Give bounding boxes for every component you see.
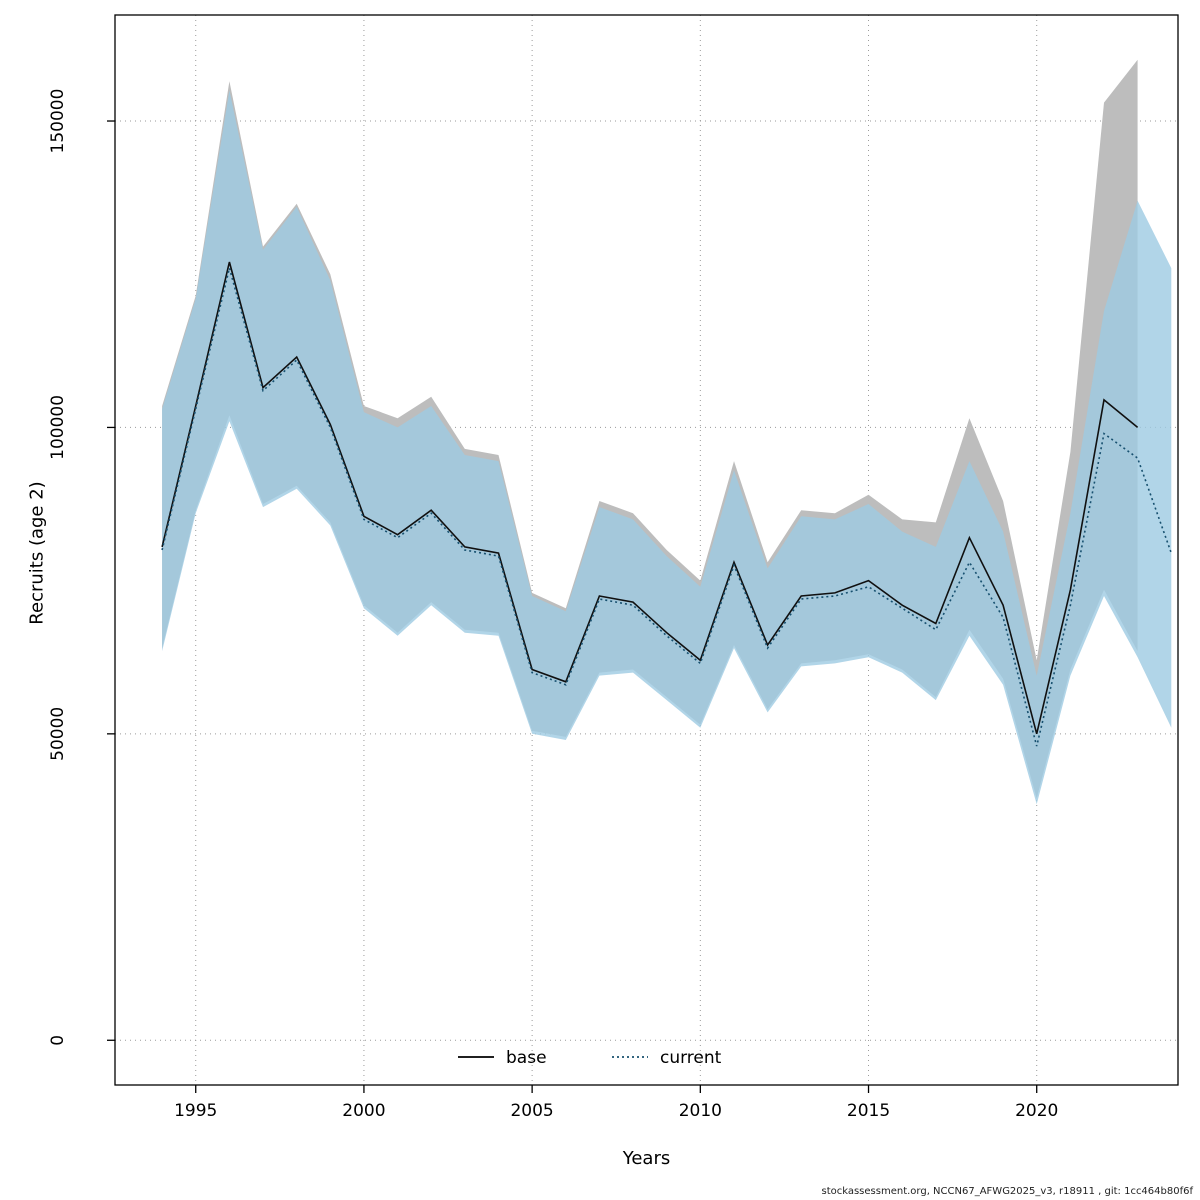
x-tick-label: 2020 xyxy=(1015,1101,1058,1121)
y-axis-title: Recruits (age 2) xyxy=(26,481,48,625)
footer-credit: stockassessment.org, NCCN67_AFWG2025_v3,… xyxy=(821,1186,1193,1197)
y-tick-label: 50000 xyxy=(48,707,68,761)
legend-label-current: current xyxy=(660,1048,722,1068)
confidence-band-current xyxy=(162,90,1172,805)
x-axis-title: Years xyxy=(622,1148,671,1169)
x-tick-label: 1995 xyxy=(174,1101,217,1121)
line-base xyxy=(161,261,1139,735)
x-tick-label: 2000 xyxy=(342,1101,385,1121)
x-tick-label: 2005 xyxy=(510,1101,553,1121)
x-tick-label: 2010 xyxy=(679,1101,722,1121)
plot-frame xyxy=(114,14,1179,1086)
y-tick-label: 100000 xyxy=(48,395,68,460)
y-tick-label: 0 xyxy=(48,1035,68,1046)
y-tick-label: 150000 xyxy=(48,89,68,154)
legend-label-base: base xyxy=(506,1048,547,1068)
x-tick-label: 2015 xyxy=(847,1101,890,1121)
